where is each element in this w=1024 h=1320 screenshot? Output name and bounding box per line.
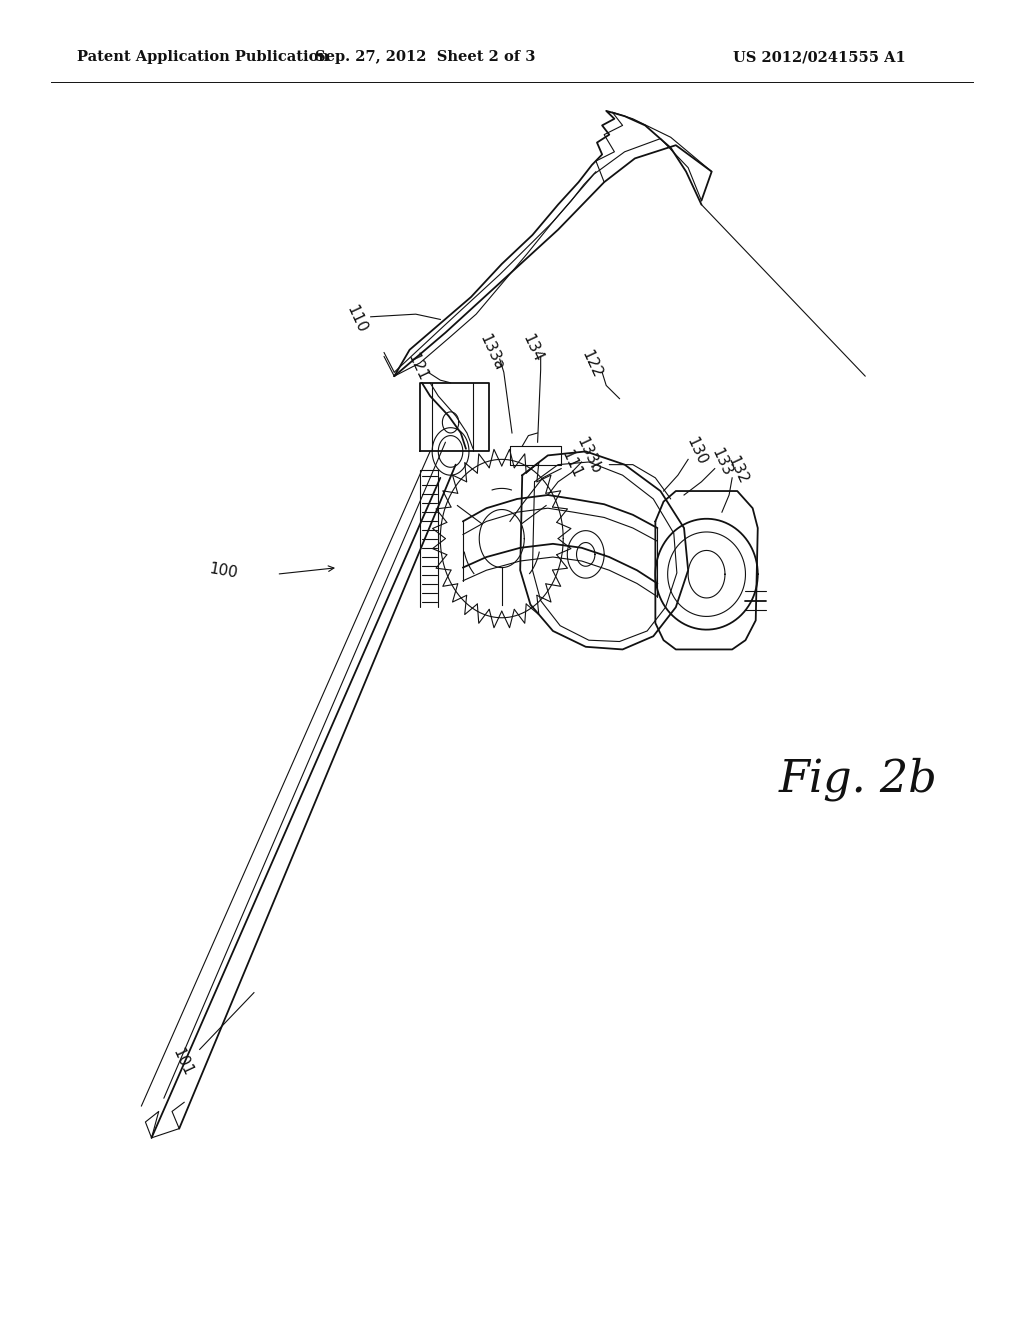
Text: 121: 121 xyxy=(404,351,431,383)
Text: Patent Application Publication: Patent Application Publication xyxy=(77,50,329,65)
Text: 132: 132 xyxy=(724,454,751,486)
Text: 100: 100 xyxy=(208,562,239,581)
Text: Sep. 27, 2012  Sheet 2 of 3: Sep. 27, 2012 Sheet 2 of 3 xyxy=(314,50,536,65)
Text: 130: 130 xyxy=(683,436,710,467)
Text: 133: 133 xyxy=(709,446,735,478)
Text: 133a: 133a xyxy=(476,331,507,374)
Text: 134: 134 xyxy=(519,333,546,364)
Text: Fig. 2b: Fig. 2b xyxy=(778,756,937,801)
Text: 110: 110 xyxy=(343,304,370,335)
Text: 101: 101 xyxy=(169,1047,196,1078)
Text: 122: 122 xyxy=(579,348,605,380)
Text: 133b: 133b xyxy=(573,434,604,477)
Text: US 2012/0241555 A1: US 2012/0241555 A1 xyxy=(733,50,906,65)
Text: 111: 111 xyxy=(558,449,585,480)
